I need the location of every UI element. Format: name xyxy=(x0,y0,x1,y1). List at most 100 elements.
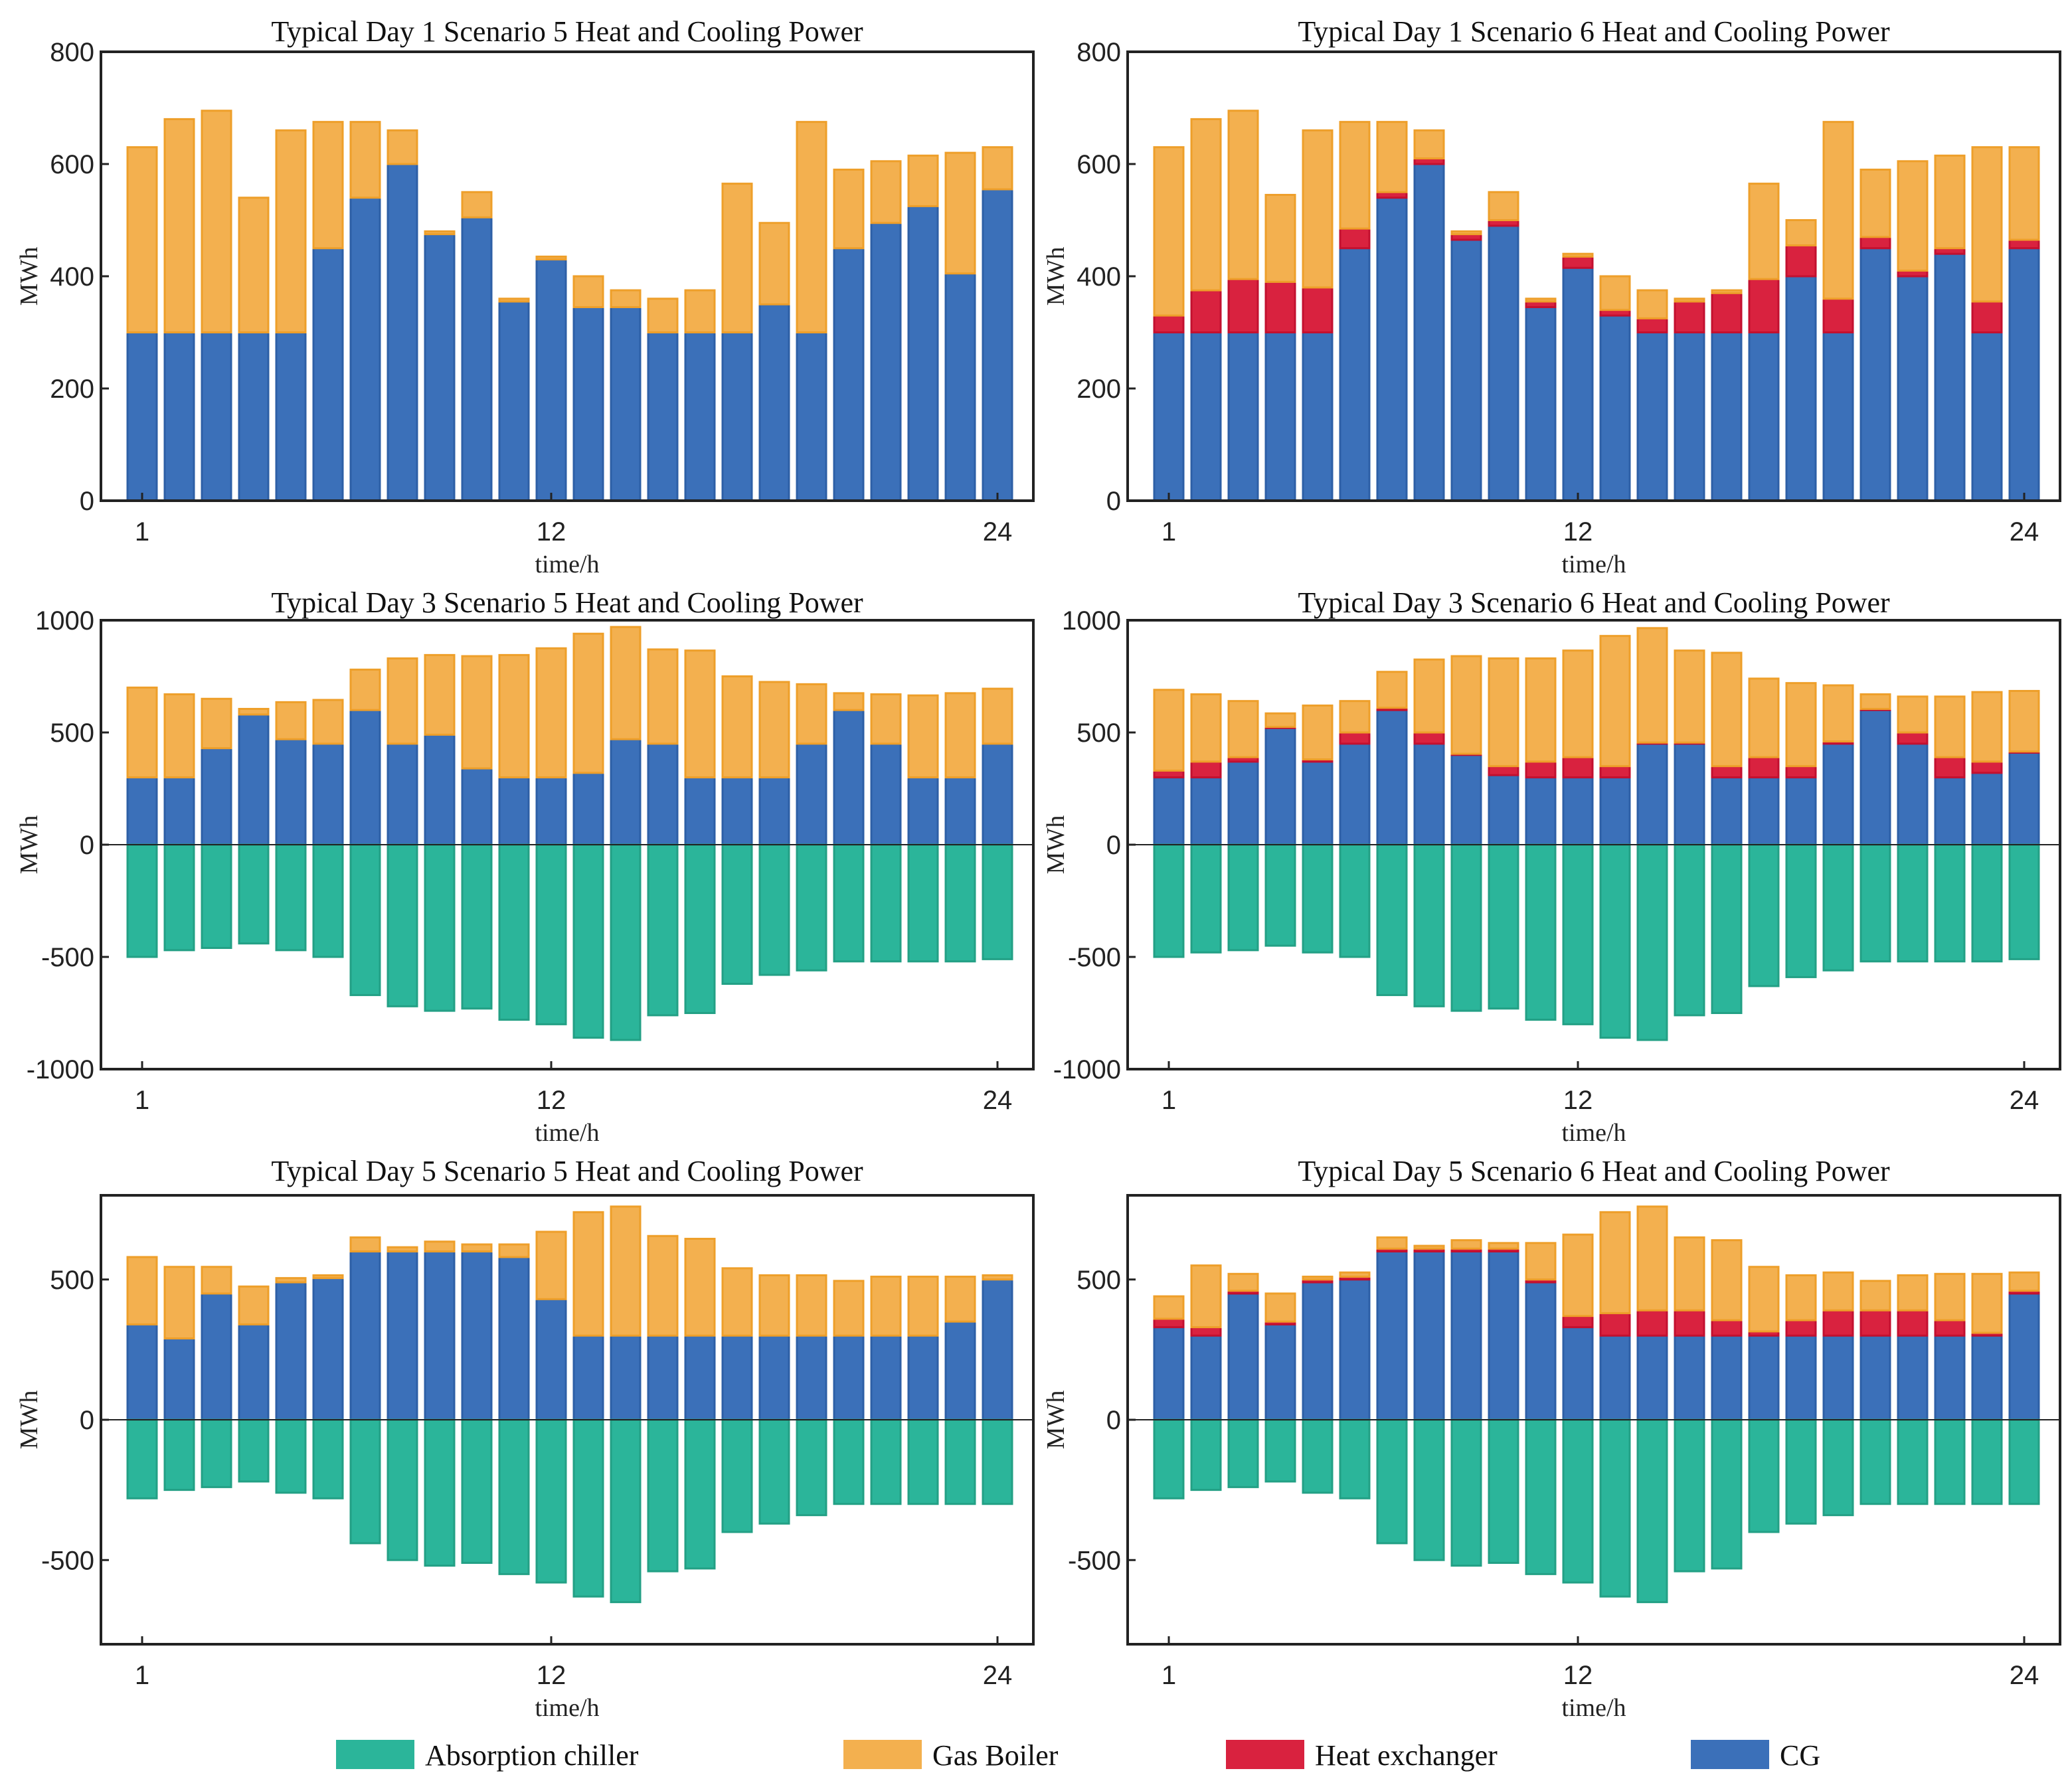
bar-heat-exchanger-hour-14 xyxy=(1636,1309,1668,1337)
y-tick-label: -500 xyxy=(41,1546,94,1575)
bar-absorption-chiller-hour-16 xyxy=(1711,1418,1743,1570)
bar-gas-boiler-hour-22 xyxy=(907,154,939,207)
bar-absorption-chiller-hour-13 xyxy=(572,1418,604,1598)
bar-cg-hour-12 xyxy=(535,258,567,502)
legend-swatch-absorption-chiller xyxy=(336,1740,414,1769)
bar-heat-exchanger-hour-18 xyxy=(1785,765,1817,779)
bar-gas-boiler-hour-1 xyxy=(1153,689,1185,772)
bar-heat-exchanger-hour-4 xyxy=(1264,280,1296,334)
bar-absorption-chiller-hour-6 xyxy=(1339,843,1371,958)
bar-absorption-chiller-hour-8 xyxy=(387,1418,418,1561)
bar-cg-hour-18 xyxy=(1785,1334,1817,1421)
x-tick-label: 12 xyxy=(1563,1661,1593,1690)
bar-absorption-chiller-hour-23 xyxy=(944,843,976,963)
bar-gas-boiler-hour-6 xyxy=(1339,700,1371,734)
bar-cg-hour-11 xyxy=(498,300,530,502)
bar-absorption-chiller-hour-20 xyxy=(1859,1418,1891,1505)
x-tick-label: 12 xyxy=(1563,517,1593,547)
y-tick-label: 0 xyxy=(80,487,94,516)
bar-gas-boiler-hour-16 xyxy=(1711,651,1743,768)
bar-heat-exchanger-hour-24 xyxy=(2008,238,2040,250)
bar-cg-hour-12 xyxy=(1562,266,1594,502)
bar-cg-hour-6 xyxy=(312,247,344,502)
bar-absorption-chiller-hour-17 xyxy=(721,843,753,985)
bar-cg-hour-6 xyxy=(312,1277,344,1421)
bar-heat-exchanger-hour-20 xyxy=(1859,1309,1891,1337)
bar-cg-hour-13 xyxy=(572,305,604,502)
bar-cg-hour-9 xyxy=(1450,1250,1482,1421)
bar-gas-boiler-hour-12 xyxy=(1562,252,1594,258)
bar-cg-hour-21 xyxy=(870,1334,902,1421)
bar-heat-exchanger-hour-6 xyxy=(1339,731,1371,745)
bar-absorption-chiller-hour-1 xyxy=(1153,843,1185,958)
bar-absorption-chiller-hour-4 xyxy=(238,843,270,945)
bar-absorption-chiller-hour-23 xyxy=(1971,843,2003,963)
bar-cg-hour-5 xyxy=(1302,331,1334,502)
bar-gas-boiler-hour-16 xyxy=(1711,289,1743,294)
bar-cg-hour-24 xyxy=(982,188,1013,502)
legend-label-gas-boiler: Gas Boiler xyxy=(932,1739,1059,1772)
bar-gas-boiler-hour-15 xyxy=(647,648,679,745)
y-axis-label: MWh xyxy=(1042,247,1070,306)
bar-heat-exchanger-hour-10 xyxy=(1488,765,1519,776)
bar-gas-boiler-hour-15 xyxy=(647,298,679,333)
bar-cg-hour-20 xyxy=(1859,1334,1891,1421)
bar-cg-hour-1 xyxy=(126,1323,158,1421)
bar-heat-exchanger-hour-12 xyxy=(1562,756,1594,779)
bar-cg-hour-8 xyxy=(1413,163,1445,502)
bar-gas-boiler-hour-3 xyxy=(201,110,232,333)
bar-absorption-chiller-hour-10 xyxy=(1488,843,1519,1010)
bar-absorption-chiller-hour-22 xyxy=(1934,1418,1966,1505)
y-tick-label: 0 xyxy=(1106,487,1121,516)
bar-gas-boiler-hour-18 xyxy=(758,222,790,305)
bar-heat-exchanger-hour-15 xyxy=(1674,1309,1705,1337)
bar-gas-boiler-hour-3 xyxy=(201,1266,232,1295)
bar-gas-boiler-hour-1 xyxy=(126,146,158,333)
bar-gas-boiler-hour-2 xyxy=(1190,693,1222,763)
chart-title: Typical Day 3 Scenario 6 Heat and Coolin… xyxy=(1298,586,1890,619)
bar-gas-boiler-hour-15 xyxy=(1674,1236,1705,1312)
bar-absorption-chiller-hour-22 xyxy=(1934,843,1966,963)
bar-gas-boiler-hour-9 xyxy=(1450,230,1482,236)
bar-gas-boiler-hour-10 xyxy=(1488,1242,1519,1250)
legend: Absorption chiller Gas Boiler Heat excha… xyxy=(336,1739,1820,1772)
bar-gas-boiler-hour-19 xyxy=(796,121,827,333)
bar-heat-exchanger-hour-19 xyxy=(1822,1309,1854,1337)
bar-absorption-chiller-hour-19 xyxy=(796,1418,827,1517)
bar-cg-hour-22 xyxy=(907,776,939,846)
bar-gas-boiler-hour-1 xyxy=(1153,1295,1185,1320)
bar-cg-hour-3 xyxy=(1227,331,1259,502)
x-tick-label: 24 xyxy=(2010,1086,2039,1115)
bar-absorption-chiller-hour-18 xyxy=(758,843,790,976)
bar-cg-hour-15 xyxy=(647,1334,679,1421)
y-axis-label: MWh xyxy=(15,247,43,306)
chart-title: Typical Day 1 Scenario 6 Heat and Coolin… xyxy=(1298,15,1890,48)
bar-cg-hour-2 xyxy=(1190,331,1222,502)
bar-cg-hour-7 xyxy=(1376,1250,1408,1421)
bar-absorption-chiller-hour-13 xyxy=(1599,843,1631,1039)
bar-gas-boiler-hour-24 xyxy=(982,146,1013,191)
bar-cg-hour-21 xyxy=(870,222,902,502)
bar-gas-boiler-hour-23 xyxy=(1971,146,2003,303)
bar-gas-boiler-hour-22 xyxy=(1934,1272,1966,1321)
x-tick-label: 1 xyxy=(1162,517,1176,547)
bar-cg-hour-13 xyxy=(572,1334,604,1421)
bar-gas-boiler-hour-1 xyxy=(126,1256,158,1325)
x-axis-label: time/h xyxy=(535,551,599,578)
x-axis-label: time/h xyxy=(535,1119,599,1147)
bar-gas-boiler-hour-13 xyxy=(572,275,604,308)
bar-heat-exchanger-hour-12 xyxy=(1562,255,1594,269)
bar-gas-boiler-hour-13 xyxy=(1599,275,1631,311)
x-tick-label: 1 xyxy=(135,517,149,547)
bar-cg-hour-4 xyxy=(238,1323,270,1421)
x-tick-label: 24 xyxy=(983,517,1013,547)
bar-absorption-chiller-hour-20 xyxy=(833,1418,865,1505)
bar-gas-boiler-hour-23 xyxy=(1971,1272,2003,1334)
bar-gas-boiler-hour-8 xyxy=(1413,1244,1445,1250)
bar-cg-hour-9 xyxy=(424,733,456,846)
bar-gas-boiler-hour-6 xyxy=(312,699,344,745)
bar-heat-exchanger-hour-2 xyxy=(1190,760,1222,779)
bar-heat-exchanger-hour-18 xyxy=(1785,244,1817,278)
bar-absorption-chiller-hour-3 xyxy=(201,1418,232,1488)
bar-gas-boiler-hour-22 xyxy=(907,1276,939,1337)
